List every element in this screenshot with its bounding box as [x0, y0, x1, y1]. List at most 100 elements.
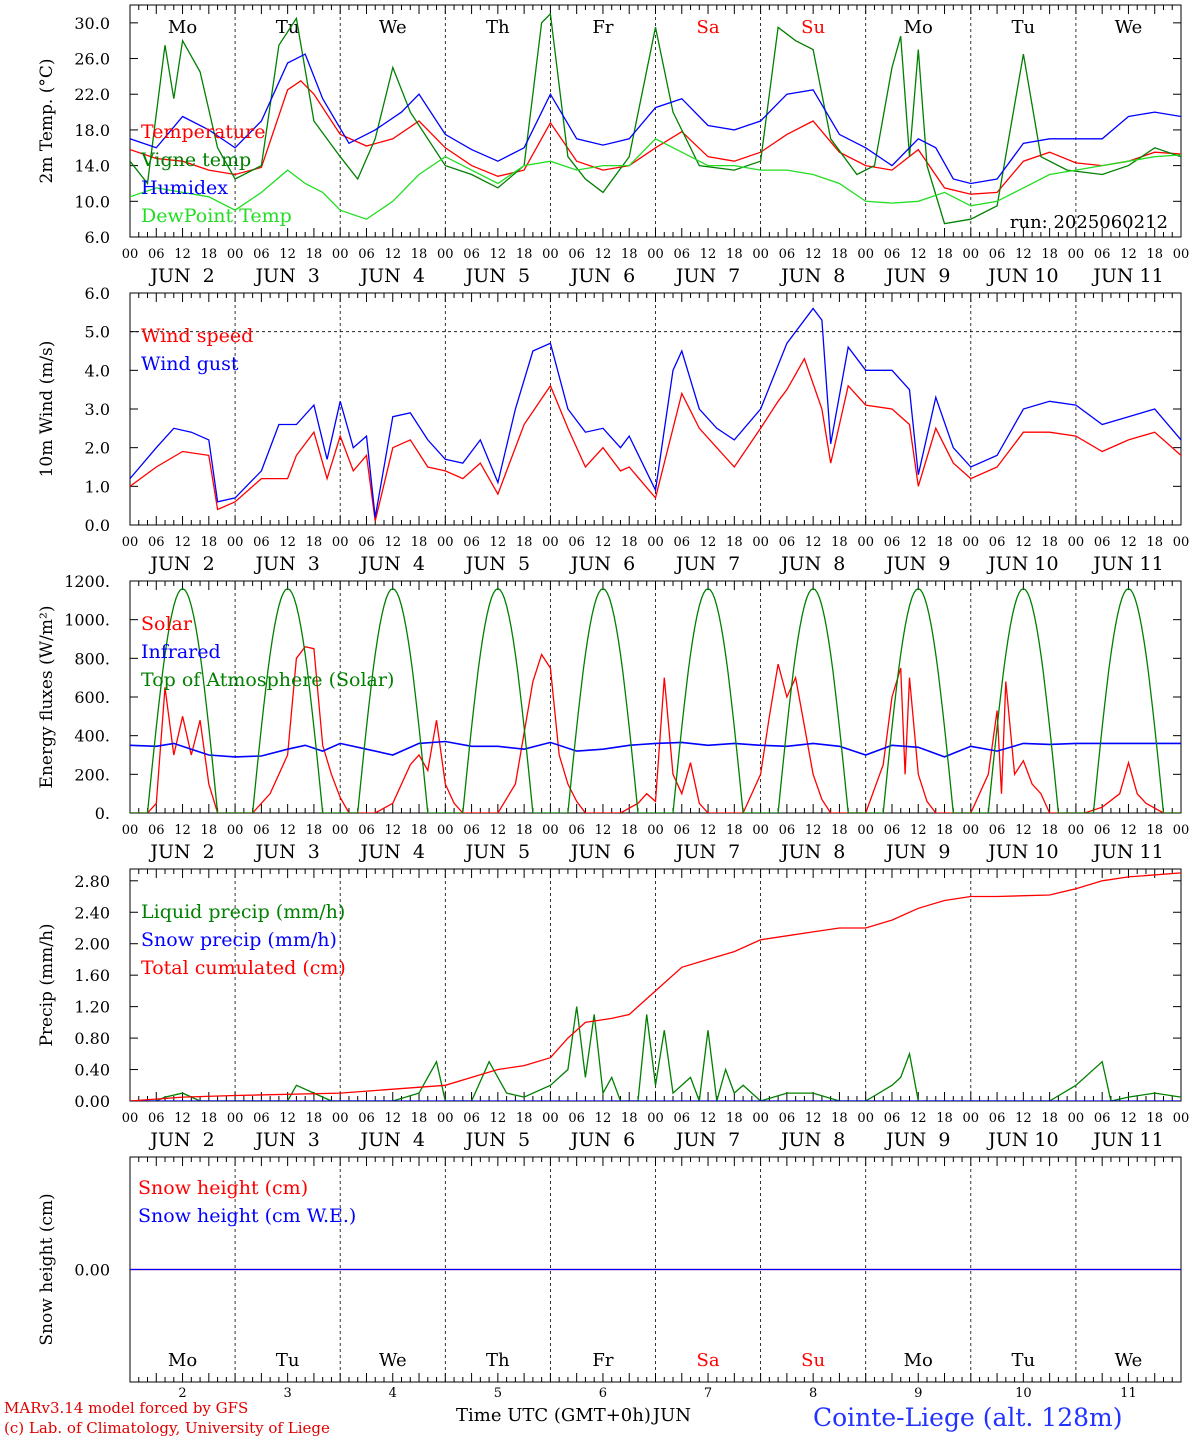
hour-tick-label: 06: [989, 535, 1006, 550]
day-label: JUN 7: [674, 265, 740, 287]
day-number-label: 3: [284, 1386, 292, 1401]
hour-tick-label: 00: [227, 823, 244, 838]
series-line: [130, 1006, 1181, 1101]
hour-tick-label: 00: [332, 247, 349, 262]
weekday-label: Tu: [276, 1350, 300, 1371]
copyright-credit: (c) Lab. of Climatology, University of L…: [4, 1419, 330, 1437]
hour-tick-label: 06: [779, 1111, 796, 1126]
series-line: [130, 645, 1181, 813]
day-label: JUN 10: [986, 841, 1058, 863]
y-tick-label: 0.00: [74, 1092, 110, 1111]
legend-entry: Vigne temp: [140, 149, 251, 171]
hour-tick-label: 00: [857, 535, 874, 550]
series-line: [130, 872, 1181, 1101]
hour-tick-label: 12: [1015, 247, 1032, 262]
day-label: JUN 5: [464, 553, 530, 575]
day-label: JUN 5: [464, 841, 530, 863]
hour-tick-label: 18: [621, 823, 638, 838]
y-tick-label: 3.0: [85, 400, 110, 419]
hour-tick-label: 00: [1068, 535, 1085, 550]
hour-tick-label: 18: [726, 823, 743, 838]
time-axis-label: Time UTC (GMT+0h): [456, 1405, 651, 1426]
hour-tick-label: 06: [463, 535, 480, 550]
hour-tick-label: 18: [201, 247, 218, 262]
hour-tick-label: 06: [568, 247, 585, 262]
weekday-label: We: [379, 1350, 407, 1371]
day-label: JUN 7: [674, 841, 740, 863]
hour-tick-label: 06: [253, 535, 270, 550]
day-number-label: 11: [1120, 1386, 1137, 1401]
hour-tick-label: 18: [411, 247, 428, 262]
y-tick-label: 4.0: [85, 361, 110, 380]
hour-tick-label: 18: [621, 1111, 638, 1126]
hour-tick-label: 06: [674, 535, 691, 550]
y-tick-label: 2.00: [74, 935, 110, 954]
hour-tick-label: 18: [1146, 535, 1163, 550]
weekday-label: Su: [801, 1350, 825, 1371]
legend-entry: DewPoint Temp: [141, 205, 292, 227]
hour-tick-label: 18: [306, 823, 323, 838]
hour-tick-label: 18: [201, 535, 218, 550]
series-line: [130, 53, 1181, 185]
weekday-label: Sa: [697, 17, 720, 38]
panel-3: 0. 200. 400. 600. 800. 1000. 1200. Energy fluxe…: [37, 572, 1189, 863]
hour-tick-label: 00: [227, 247, 244, 262]
hour-tick-label: 00: [963, 823, 980, 838]
day-label: JUN 10: [986, 265, 1058, 287]
hour-tick-label: 12: [174, 1111, 191, 1126]
hour-tick-label: 18: [726, 1111, 743, 1126]
hour-tick-label: 00: [437, 1111, 454, 1126]
y-tick-label: 0.: [95, 804, 110, 823]
model-credit: MARv3.14 model forced by GFS: [4, 1399, 249, 1417]
weekday-label: We: [1115, 1350, 1143, 1371]
day-label: JUN 11: [1091, 841, 1163, 863]
weekday-label: Mo: [904, 17, 933, 38]
y-tick-label: 14.0: [74, 157, 110, 176]
panel-4: 0.00 0.40 0.80 1.20 1.60 2.00 2.40 2.80 Precip (…: [37, 868, 1189, 1151]
hour-tick-label: 12: [1015, 823, 1032, 838]
weekday-label: Su: [801, 17, 825, 38]
hour-tick-label: 00: [542, 247, 559, 262]
day-number-label: 4: [389, 1386, 397, 1401]
run-label: run: 2025060212: [1010, 212, 1168, 233]
hour-tick-label: 18: [516, 535, 533, 550]
hour-tick-label: 06: [148, 823, 165, 838]
hour-tick-label: 12: [700, 823, 717, 838]
series-line: [130, 138, 1181, 220]
y-axis-title: 2m Temp. (°C): [37, 58, 57, 183]
legend-entry: Solar: [141, 613, 193, 635]
hour-tick-label: 18: [1041, 823, 1058, 838]
hour-tick-label: 06: [779, 535, 796, 550]
day-label: JUN 6: [569, 553, 635, 575]
hour-tick-label: 18: [411, 1111, 428, 1126]
hour-tick-label: 12: [490, 535, 507, 550]
y-tick-label: 10.0: [74, 192, 110, 211]
hour-tick-label: 18: [1041, 247, 1058, 262]
day-label: JUN 3: [253, 553, 319, 575]
hour-tick-label: 12: [384, 535, 401, 550]
day-number-label: 6: [599, 1386, 607, 1401]
series-group: [130, 12, 1181, 225]
y-tick-label: 1.20: [74, 998, 110, 1017]
hour-tick-label: 06: [358, 247, 375, 262]
hour-tick-label: 00: [647, 247, 664, 262]
hour-tick-label: 18: [516, 1111, 533, 1126]
hour-tick-label: 06: [568, 1111, 585, 1126]
day-number-label: 10: [1015, 1386, 1032, 1401]
station-name: Cointe-Liege (alt. 128m): [813, 1403, 1123, 1432]
day-label: JUN 4: [359, 265, 425, 287]
hour-tick-label: 06: [1094, 1111, 1111, 1126]
y-tick-label: 0.00: [74, 1261, 110, 1280]
y-tick-label: 200.: [74, 765, 110, 784]
day-label: JUN 2: [148, 1129, 214, 1151]
hour-tick-label: 06: [779, 247, 796, 262]
day-label: JUN 6: [569, 1129, 635, 1151]
hour-tick-label: 12: [174, 535, 191, 550]
hour-tick-label: 12: [1120, 823, 1137, 838]
hour-tick-label: 06: [568, 535, 585, 550]
hour-tick-label: 18: [936, 823, 953, 838]
hour-tick-label: 12: [805, 1111, 822, 1126]
hour-tick-label: 12: [279, 535, 296, 550]
